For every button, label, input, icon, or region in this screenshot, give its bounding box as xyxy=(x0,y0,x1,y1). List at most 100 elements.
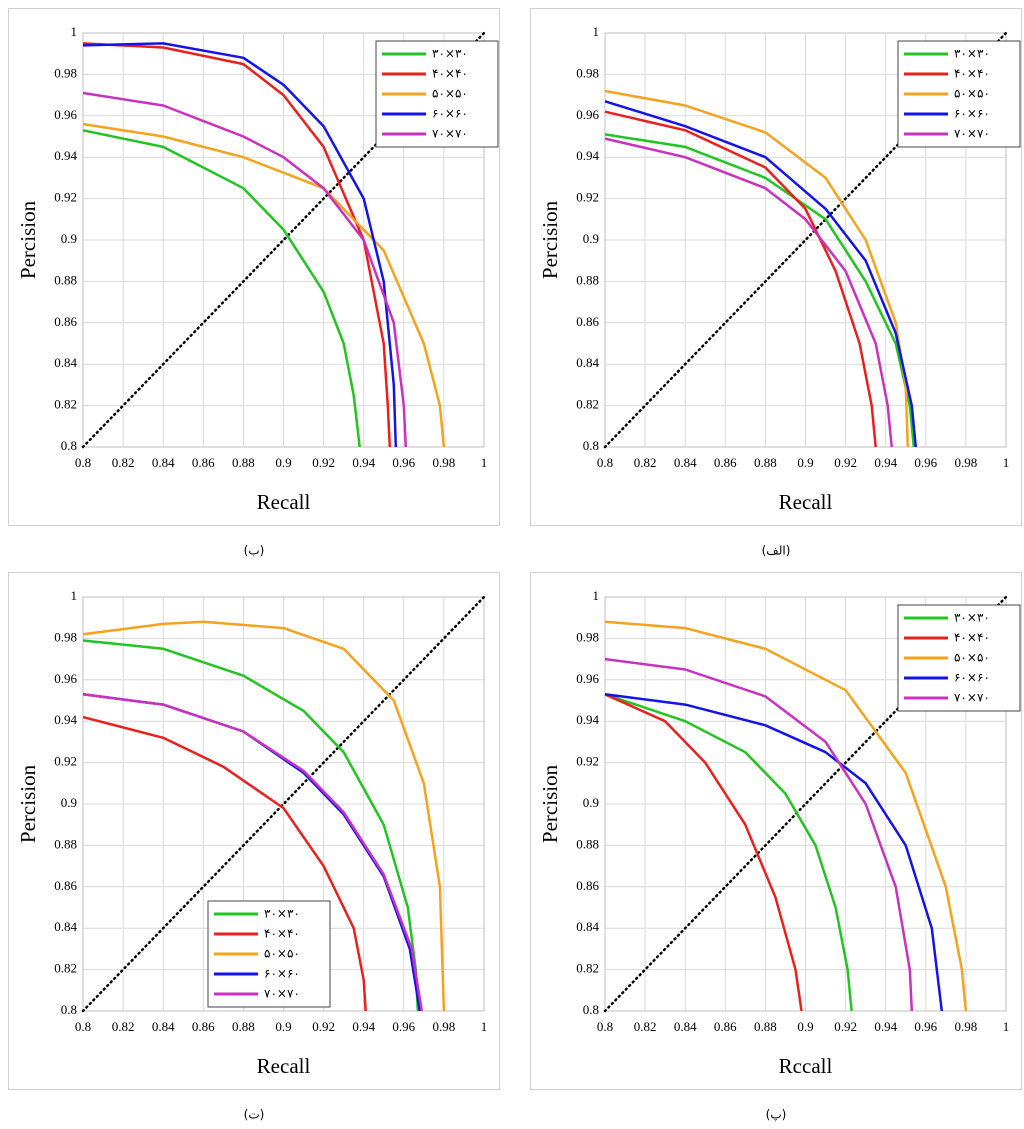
y-tick-label: 0.92 xyxy=(54,754,77,769)
series-line xyxy=(604,620,968,1012)
plot-border xyxy=(604,596,1007,1012)
series-line xyxy=(82,122,446,448)
legend-label: ۵۰×۵۰ xyxy=(264,947,300,961)
series-line xyxy=(82,42,398,448)
x-tick-label: 0.94 xyxy=(874,455,897,470)
x-tick-label: 0.98 xyxy=(955,1019,978,1034)
y-tick-label: 0.9 xyxy=(583,231,599,246)
x-tick-label: 0.96 xyxy=(392,1019,415,1034)
y-tick-label: 0.96 xyxy=(576,107,599,122)
y-tick-label: 0.94 xyxy=(54,148,77,163)
y-tick-label: 0.86 xyxy=(576,314,599,329)
y-tick-label: 0.94 xyxy=(576,148,599,163)
legend-label: ۵۰×۵۰ xyxy=(432,87,468,101)
y-tick-label: 0.8 xyxy=(61,438,77,453)
x-tick-label: 0.82 xyxy=(634,1019,657,1034)
series-line xyxy=(604,133,916,448)
y-tick-label: 1 xyxy=(593,588,600,603)
x-tick-label: 0.82 xyxy=(112,1019,135,1034)
series-line xyxy=(604,100,918,448)
x-tick-label: 0.86 xyxy=(192,455,215,470)
legend-label: ۴۰×۴۰ xyxy=(432,67,468,81)
x-tick-label: 0.84 xyxy=(152,1019,175,1034)
legend-label: ۴۰×۴۰ xyxy=(264,927,300,941)
x-tick-label: 0.84 xyxy=(152,455,175,470)
legend-label: ۷۰×۷۰ xyxy=(264,987,300,1001)
legend-label: ۶۰×۶۰ xyxy=(954,107,990,121)
series-line xyxy=(604,657,914,1012)
series-line xyxy=(82,620,446,1012)
y-tick-label: 0.84 xyxy=(576,919,599,934)
y-tick-label: 0.82 xyxy=(54,961,77,976)
y-axis-title: Percision xyxy=(16,200,40,279)
x-tick-label: 0.9 xyxy=(797,1019,813,1034)
x-tick-label: 0.86 xyxy=(714,1019,737,1034)
y-tick-label: 0.88 xyxy=(54,272,77,287)
y-tick-label: 0.84 xyxy=(54,919,77,934)
x-tick-label: 0.82 xyxy=(634,455,657,470)
x-tick-label: 0.8 xyxy=(75,1019,91,1034)
legend-label: ۳۰×۳۰ xyxy=(954,611,990,625)
legend-label: ۳۰×۳۰ xyxy=(432,47,468,61)
legend-label: ۳۰×۳۰ xyxy=(954,47,990,61)
x-tick-label: 0.92 xyxy=(834,1019,857,1034)
caption: (پ) xyxy=(766,1108,787,1122)
chart: 0.8 0.82 0.84 0.86 0.88 0.9 0.92 0.94 0.96 0.98 1 0… xyxy=(530,572,1022,1122)
series-line xyxy=(604,693,853,1012)
y-tick-label: 0.82 xyxy=(576,397,599,412)
x-tick-label: 1 xyxy=(481,1019,488,1034)
x-tick-label: 0.92 xyxy=(312,455,335,470)
series-line xyxy=(82,91,408,448)
y-tick-label: 0.98 xyxy=(54,65,77,80)
y-tick-label: 0.88 xyxy=(54,836,77,851)
legend-label: ۷۰×۷۰ xyxy=(954,127,990,141)
y-tick-label: 0.86 xyxy=(54,878,77,893)
y-tick-label: 0.98 xyxy=(576,629,599,644)
legend-label: ۶۰×۶۰ xyxy=(432,107,468,121)
x-tick-label: 0.96 xyxy=(392,455,415,470)
y-tick-label: 0.82 xyxy=(54,397,77,412)
y-tick-label: 0.82 xyxy=(576,961,599,976)
y-tick-label: 0.86 xyxy=(576,878,599,893)
legend-label: ۵۰×۵۰ xyxy=(954,651,990,665)
legend-label: ۴۰×۴۰ xyxy=(954,631,990,645)
x-tick-label: 0.96 xyxy=(914,455,937,470)
legend-label: ۷۰×۷۰ xyxy=(954,691,990,705)
legend-label: ۶۰×۶۰ xyxy=(954,671,990,685)
y-tick-label: 0.9 xyxy=(583,795,599,810)
x-axis-title: Recall xyxy=(779,490,833,514)
x-tick-label: 0.86 xyxy=(192,1019,215,1034)
series-line xyxy=(82,693,424,1012)
x-tick-label: 0.98 xyxy=(433,455,456,470)
x-tick-label: 0.98 xyxy=(955,455,978,470)
series-line xyxy=(604,137,893,448)
x-tick-label: 0.9 xyxy=(275,455,291,470)
x-tick-label: 0.88 xyxy=(232,1019,255,1034)
y-tick-label: 1 xyxy=(593,24,600,39)
y-tick-label: 0.9 xyxy=(61,795,77,810)
x-tick-label: 0.98 xyxy=(433,1019,456,1034)
y-tick-label: 0.8 xyxy=(583,438,599,453)
x-tick-label: 0.8 xyxy=(597,455,613,470)
x-tick-label: 0.92 xyxy=(834,455,857,470)
legend-label: ۶۰×۶۰ xyxy=(264,967,300,981)
x-tick-label: 1 xyxy=(1003,455,1010,470)
legend-label: ۴۰×۴۰ xyxy=(954,67,990,81)
chart: 0.8 0.82 0.84 0.86 0.88 0.9 0.92 0.94 0.96 0.98 1 0… xyxy=(530,8,1022,558)
x-tick-label: 0.88 xyxy=(754,455,777,470)
y-tick-label: 0.84 xyxy=(54,355,77,370)
x-axis-title: Recall xyxy=(257,490,311,514)
x-tick-label: 0.84 xyxy=(674,455,697,470)
caption: (ت) xyxy=(244,1108,265,1122)
x-tick-label: 0.9 xyxy=(275,1019,291,1034)
chart: 0.8 0.82 0.84 0.86 0.88 0.9 0.92 0.94 0.96 0.98 1 0… xyxy=(8,572,500,1122)
x-tick-label: 0.88 xyxy=(754,1019,777,1034)
series-line xyxy=(604,693,944,1012)
y-tick-label: 1 xyxy=(71,24,78,39)
series-line xyxy=(604,693,803,1012)
x-tick-label: 1 xyxy=(1003,1019,1010,1034)
plot-border xyxy=(82,32,485,448)
caption: (الف) xyxy=(762,544,791,558)
panel-border xyxy=(8,572,500,1090)
